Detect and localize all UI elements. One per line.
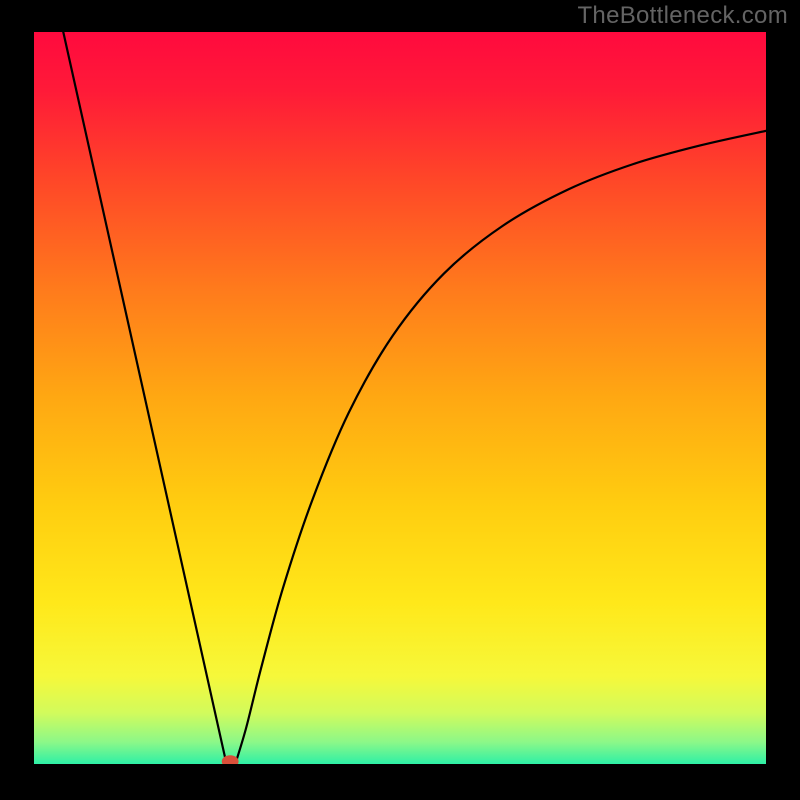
chart-container: TheBottleneck.com bbox=[0, 0, 800, 800]
chart-svg bbox=[34, 32, 766, 764]
watermark-text: TheBottleneck.com bbox=[577, 2, 788, 30]
plot-area bbox=[34, 32, 766, 764]
